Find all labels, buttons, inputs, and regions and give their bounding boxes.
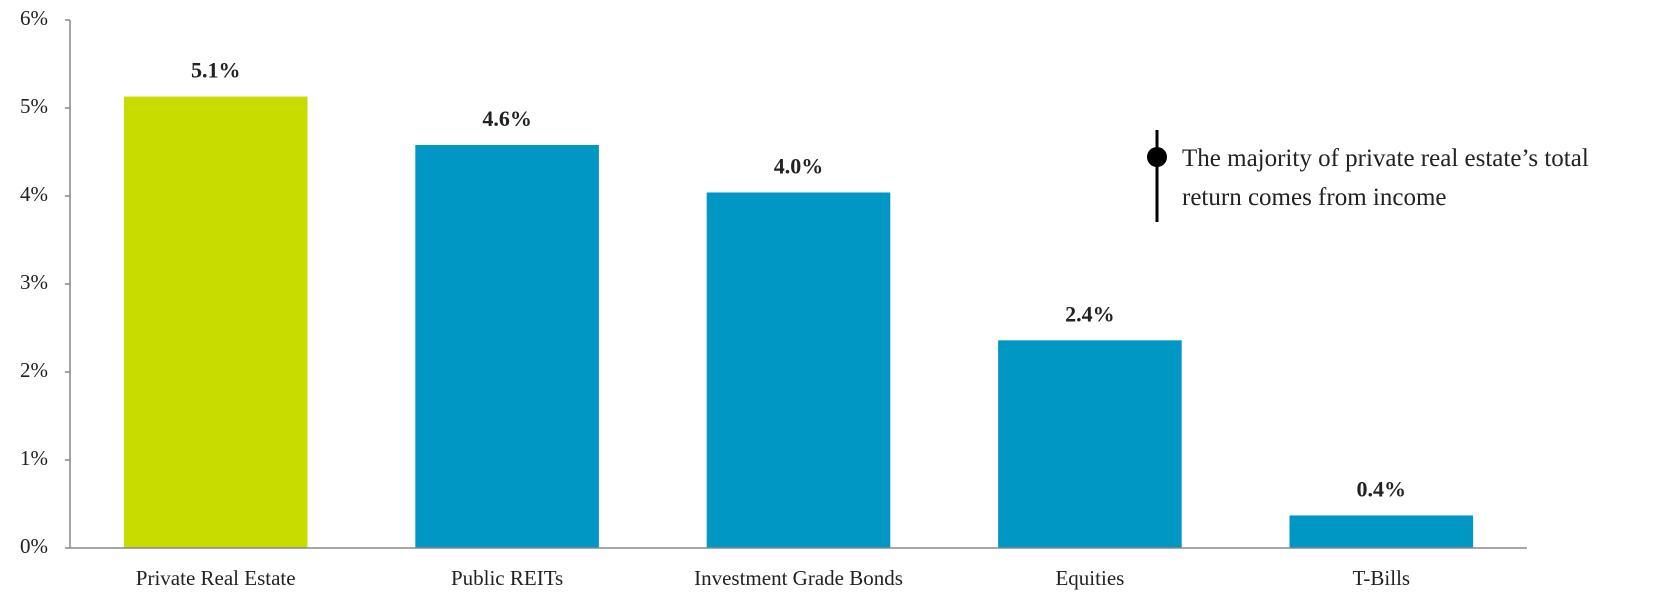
annotation-marker [1147,147,1167,167]
value-label: 2.4% [1065,301,1115,326]
y-tick-label: 6% [20,6,48,30]
value-label: 0.4% [1357,476,1407,501]
bar [998,340,1182,548]
value-label: 5.1% [191,58,241,83]
bar [706,192,891,549]
bar [123,96,308,548]
y-tick-label: 3% [20,270,48,294]
annotation: The majority of private real estate’s to… [1182,145,1589,172]
x-tick-label: Investment Grade Bonds [694,566,903,590]
bar [1289,515,1474,548]
value-label: 4.0% [774,154,824,179]
y-tick-label: 5% [20,94,48,118]
value-label: 4.6% [482,106,532,131]
y-tick-label: 1% [20,446,48,470]
y-tick-label: 2% [20,358,48,382]
annotation: return comes from income [1182,184,1447,211]
x-tick-label: Public REITs [451,566,563,590]
y-tick-label: 4% [20,182,48,206]
y-tick-label: 0% [20,534,48,558]
bar [415,144,599,548]
x-tick-label: Private Real Estate [136,566,296,590]
x-tick-label: T-Bills [1353,566,1411,590]
x-tick-label: Equities [1055,566,1124,590]
